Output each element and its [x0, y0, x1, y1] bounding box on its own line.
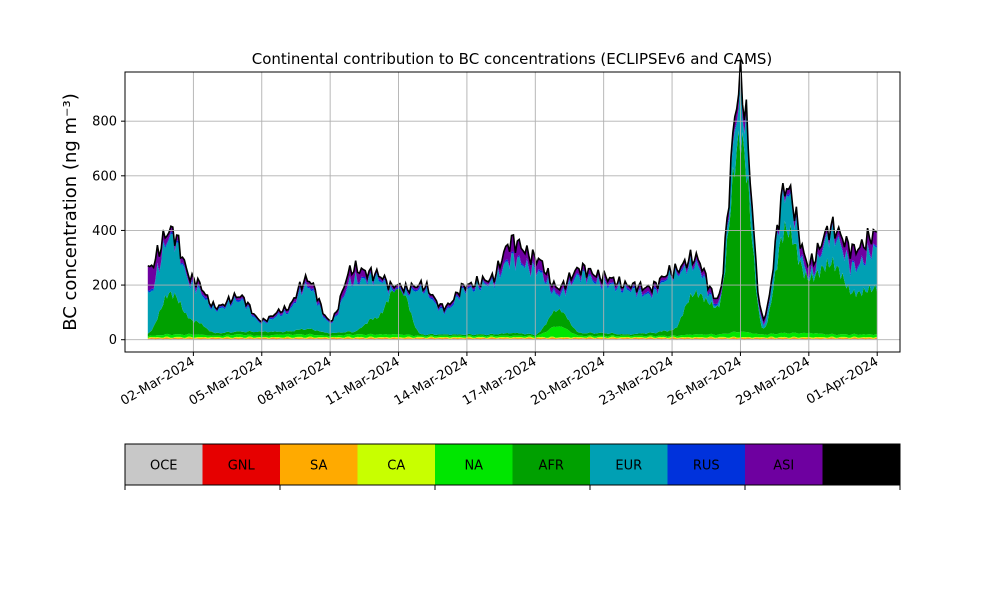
- legend-label-afr: AFR: [539, 459, 564, 474]
- plot-frame: [124, 71, 901, 353]
- area-series-afr: [147, 130, 878, 337]
- x-tick-label: 20-Mar-2024: [529, 354, 608, 408]
- legend-swatch-rus: [667, 444, 745, 485]
- y-tick-label: 0: [109, 333, 117, 348]
- legend-swatch-na: [435, 444, 513, 485]
- x-tick-label: 01-Apr-2024: [804, 354, 881, 407]
- y-tick-label: 200: [92, 279, 117, 294]
- legend-frame: [124, 443, 901, 486]
- area-series-gnl: [147, 338, 878, 340]
- y-axis-label: BC concentration (ng m⁻³): [60, 93, 81, 331]
- legend-swatch-eur: [590, 444, 668, 485]
- legend-colorbar: OCE GNL SA CA NA AFR EUR RUS ASI AUS: [124, 443, 901, 490]
- y-tick-label: 400: [92, 224, 117, 239]
- legend-swatch-afr: [512, 444, 590, 485]
- legend-label-aus: AUS: [848, 459, 875, 474]
- x-tick-label: 02-Mar-2024: [118, 354, 197, 408]
- plot-area: 0 200 400 600 800 02-Mar-202405-Mar-202408-Ma…: [92, 59, 901, 409]
- legend-label-eur: EUR: [615, 459, 642, 474]
- legend-swatch-oce: [125, 444, 203, 485]
- legend-label-gnl: GNL: [228, 459, 256, 474]
- legend-swatch-aus: [822, 444, 900, 485]
- x-tick-label: 05-Mar-2024: [187, 354, 266, 408]
- area-series-na: [147, 326, 878, 338]
- x-tick-label: 11-Mar-2024: [323, 354, 402, 408]
- legend-swatch-asi: [745, 444, 823, 485]
- x-tick-label: 29-Mar-2024: [734, 354, 813, 408]
- x-tick-label: 08-Mar-2024: [255, 354, 334, 408]
- legend-swatch-sa: [280, 444, 358, 485]
- legend-label-oce: OCE: [150, 459, 178, 474]
- x-tick-label: 17-Mar-2024: [460, 354, 539, 408]
- legend-swatch-ca: [357, 444, 435, 485]
- legend-swatch-gnl: [202, 444, 280, 485]
- chart-title: Continental contribution to BC concentra…: [252, 50, 773, 68]
- legend-label-sa: SA: [310, 459, 327, 474]
- legend-label-asi: ASI: [773, 459, 794, 474]
- x-tick-label: 26-Mar-2024: [665, 354, 744, 408]
- legend-label-na: NA: [464, 459, 483, 474]
- legend-label-ca: CA: [387, 459, 405, 474]
- area-series-eur: [147, 74, 878, 336]
- y-tick-label: 600: [92, 169, 117, 184]
- x-tick-label: 14-Mar-2024: [392, 354, 471, 408]
- legend-label-rus: RUS: [693, 459, 720, 474]
- x-tick-label: 23-Mar-2024: [597, 354, 676, 408]
- total-concentration-line: [147, 59, 878, 323]
- y-tick-label: 800: [92, 115, 117, 130]
